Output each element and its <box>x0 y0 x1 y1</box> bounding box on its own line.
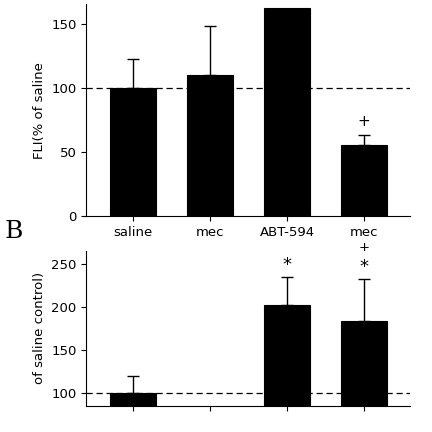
Bar <box>264 8 310 216</box>
Y-axis label: FLI(% of saline: FLI(% of saline <box>33 62 46 159</box>
Y-axis label: of saline control): of saline control) <box>33 272 46 384</box>
Text: *: * <box>359 257 368 276</box>
Text: B: B <box>4 220 23 243</box>
Text: *: * <box>283 256 292 274</box>
Bar <box>187 75 233 216</box>
Bar <box>341 321 387 432</box>
Bar <box>264 305 310 432</box>
Text: +: + <box>358 114 371 129</box>
Bar <box>110 88 156 216</box>
Bar <box>341 146 387 216</box>
Bar <box>110 393 156 432</box>
